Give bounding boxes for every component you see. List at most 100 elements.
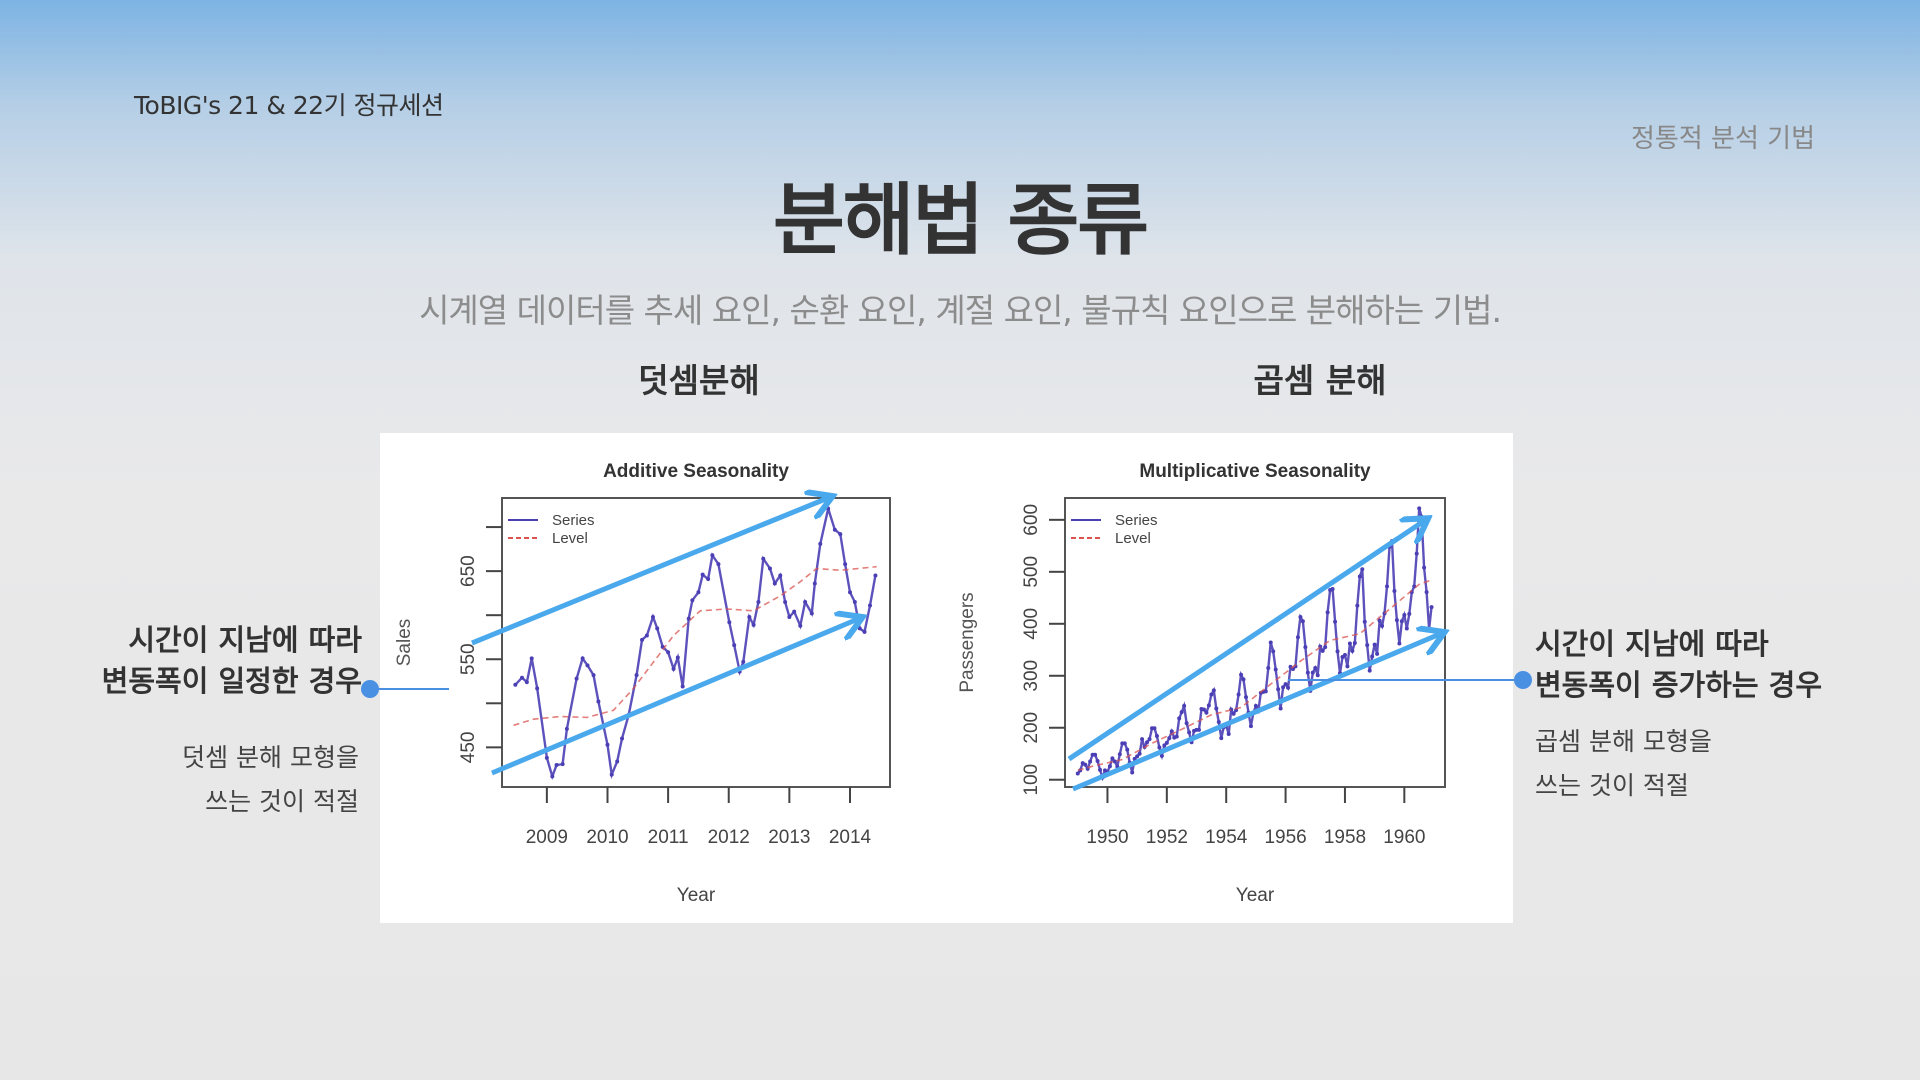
series-point bbox=[1394, 618, 1399, 623]
series-point bbox=[666, 650, 671, 655]
chart-title: Additive Seasonality bbox=[603, 461, 789, 482]
series-point bbox=[732, 643, 737, 648]
column-heading-multiplicative: 곱셈 분해 bbox=[1253, 361, 1387, 400]
series-point bbox=[1380, 623, 1385, 628]
series-point bbox=[644, 633, 649, 638]
series-point bbox=[596, 699, 601, 704]
series-point bbox=[826, 506, 831, 511]
series-point bbox=[1266, 665, 1271, 670]
series-point bbox=[513, 682, 518, 687]
series-point bbox=[706, 577, 711, 582]
series-point bbox=[1211, 688, 1216, 693]
series-point bbox=[1404, 626, 1409, 631]
x-tick-label: 2013 bbox=[768, 827, 810, 848]
series-point bbox=[1130, 770, 1135, 775]
series-point bbox=[761, 556, 766, 561]
series-point bbox=[1174, 734, 1179, 739]
section-label: 정통적 분석 기법 bbox=[1631, 124, 1815, 154]
x-axis-label: Year bbox=[1236, 885, 1275, 906]
y-tick-label: 450 bbox=[458, 731, 479, 763]
series-point bbox=[585, 663, 590, 668]
multiplicative-lower-arrow bbox=[1072, 634, 1440, 792]
series-point bbox=[1313, 665, 1318, 670]
series-point bbox=[1342, 652, 1347, 657]
series-point bbox=[1107, 764, 1112, 769]
series-point bbox=[1112, 759, 1117, 764]
series-point bbox=[1159, 753, 1164, 758]
series-point bbox=[1098, 767, 1103, 772]
x-tick-label: 2011 bbox=[648, 827, 689, 848]
series-point bbox=[1268, 640, 1273, 645]
series-point bbox=[554, 762, 559, 767]
series-point bbox=[650, 614, 655, 619]
annotation-left-line1: 시간이 지남에 따라 bbox=[128, 623, 362, 657]
annotation-right: 시간이 지남에 따라 변동폭이 증가하는 경우 bbox=[1535, 624, 1822, 706]
left-connector-dot bbox=[361, 680, 379, 698]
series-point bbox=[535, 686, 540, 691]
session-label: ToBIG's 21 & 22기 정규세션 bbox=[134, 91, 444, 120]
additive-lower-arrow bbox=[491, 619, 858, 776]
series-point bbox=[867, 603, 872, 608]
series-point bbox=[1206, 703, 1211, 708]
right-connector-dot bbox=[1514, 671, 1532, 689]
series-point bbox=[1323, 645, 1328, 650]
additive-chart: Additive Seasonality 2009 2010 2011 2012 2013… bbox=[394, 461, 891, 906]
series-point bbox=[1295, 635, 1300, 640]
series-point bbox=[1236, 692, 1241, 697]
series-point bbox=[1355, 603, 1360, 608]
series-point bbox=[1248, 724, 1253, 729]
series-point bbox=[783, 599, 788, 604]
series-point bbox=[1377, 618, 1382, 623]
series-point bbox=[778, 573, 783, 578]
series-point bbox=[1429, 605, 1434, 610]
series-point bbox=[620, 736, 625, 741]
series-point bbox=[1365, 643, 1370, 648]
series-point bbox=[1286, 685, 1291, 690]
series-point bbox=[843, 562, 848, 567]
series-point bbox=[767, 566, 772, 571]
series-point bbox=[1419, 514, 1424, 519]
series-point bbox=[1422, 565, 1427, 570]
annotation-left-sub1: 덧셈 분해 모형을 bbox=[182, 743, 359, 772]
series-point bbox=[680, 684, 685, 689]
series-point bbox=[1154, 734, 1159, 739]
series-point bbox=[847, 590, 852, 595]
series-point bbox=[1088, 759, 1093, 764]
series-point bbox=[1243, 695, 1248, 700]
annotation-left-note: 덧셈 분해 모형을 쓰는 것이 적절 bbox=[182, 736, 359, 824]
series-point bbox=[1147, 737, 1152, 742]
series-point bbox=[520, 675, 525, 680]
series-point bbox=[792, 609, 797, 614]
series-point bbox=[1310, 670, 1315, 675]
x-tick-label: 1950 bbox=[1086, 827, 1128, 848]
series-point bbox=[1335, 649, 1340, 654]
legend-label: Level bbox=[1115, 530, 1151, 547]
series-point bbox=[1162, 743, 1167, 748]
series-point bbox=[1110, 756, 1115, 761]
series-point bbox=[727, 620, 732, 625]
series-point bbox=[1370, 654, 1375, 659]
series-point bbox=[1399, 619, 1404, 624]
annotation-left-sub2: 쓰는 것이 적절 bbox=[205, 787, 359, 816]
series-point bbox=[1397, 641, 1402, 646]
series-point bbox=[1278, 706, 1283, 711]
series-point bbox=[524, 680, 529, 685]
series-point bbox=[1216, 720, 1221, 725]
series-point bbox=[544, 755, 549, 760]
series-point bbox=[1392, 589, 1397, 594]
series-point bbox=[756, 599, 761, 604]
series-point bbox=[809, 611, 814, 616]
series-point bbox=[1145, 740, 1150, 745]
series-point bbox=[772, 581, 777, 586]
series-point bbox=[1402, 612, 1407, 617]
series-point bbox=[1375, 651, 1380, 656]
annotation-right-note: 곱셈 분해 모형을 쓰는 것이 적절 bbox=[1535, 720, 1712, 808]
chart-image-panel bbox=[380, 433, 1513, 923]
series-point bbox=[690, 598, 695, 603]
series-point bbox=[832, 527, 837, 532]
series-point bbox=[1407, 611, 1412, 616]
trend-arrows bbox=[471, 498, 1440, 792]
legend-label: Series bbox=[1115, 512, 1158, 529]
series-point bbox=[1333, 619, 1338, 624]
series-point bbox=[1182, 703, 1187, 708]
